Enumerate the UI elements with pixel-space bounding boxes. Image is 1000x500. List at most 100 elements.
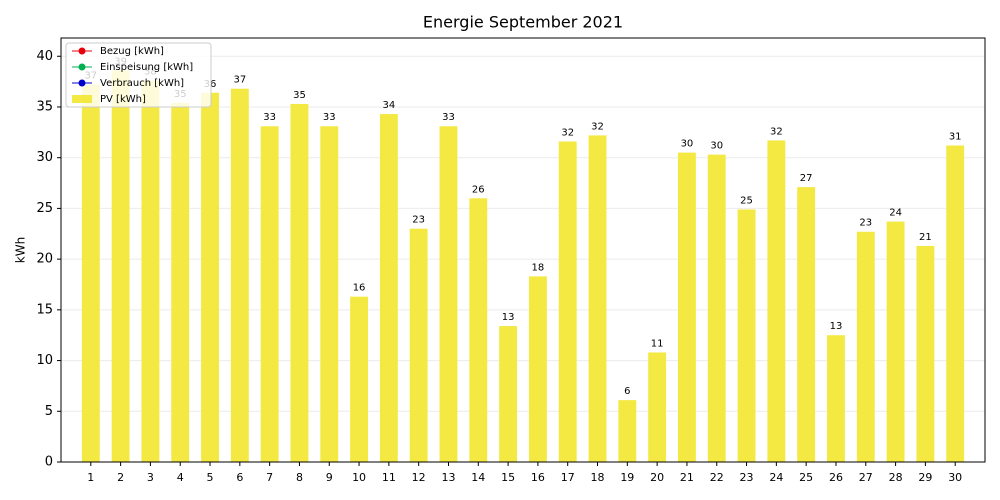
- x-tick-label: 22: [710, 471, 724, 484]
- legend-swatch: [72, 95, 92, 103]
- bar: [707, 154, 726, 463]
- x-tick-label: 4: [177, 471, 184, 484]
- y-tick-label: 10: [36, 353, 53, 368]
- bar: [886, 221, 905, 462]
- bar: [827, 335, 845, 462]
- x-tick-label: 15: [501, 471, 515, 484]
- bar: [648, 352, 667, 462]
- x-tick-label: 30: [948, 471, 962, 484]
- x-tick-label: 25: [799, 471, 813, 484]
- legend-label: Bezug [kWh]: [100, 46, 164, 57]
- data-label: 37: [233, 75, 246, 86]
- data-label: 6: [624, 386, 630, 397]
- y-tick-label: 0: [45, 455, 53, 470]
- y-tick-label: 40: [36, 49, 53, 64]
- data-label: 27: [800, 173, 813, 184]
- y-tick-label: 30: [36, 150, 53, 165]
- legend-marker: [78, 47, 86, 55]
- bar: [469, 198, 488, 462]
- bar: [141, 80, 160, 462]
- y-tick-label: 15: [36, 302, 53, 317]
- bar: [916, 245, 935, 462]
- bar: [528, 276, 547, 462]
- data-label: 11: [651, 338, 664, 349]
- data-label: 24: [889, 208, 902, 219]
- legend-marker: [78, 79, 86, 87]
- x-tick-label: 6: [236, 471, 243, 484]
- bar: [856, 231, 875, 462]
- bar: [201, 92, 219, 462]
- bar: [260, 126, 279, 462]
- x-tick-label: 23: [740, 471, 754, 484]
- x-tick-label: 7: [266, 471, 273, 484]
- bar: [230, 88, 249, 462]
- chart-title: Energie September 2021: [423, 13, 623, 32]
- x-tick-label: 3: [147, 471, 154, 484]
- bar: [290, 103, 309, 462]
- data-label: 35: [293, 90, 306, 101]
- bar: [111, 70, 130, 463]
- bar: [171, 102, 190, 462]
- legend-marker: [78, 63, 86, 71]
- x-tick-label: 24: [769, 471, 783, 484]
- data-label: 33: [263, 112, 276, 123]
- data-label: 34: [383, 100, 396, 111]
- x-tick-label: 27: [859, 471, 873, 484]
- x-tick-label: 29: [918, 471, 932, 484]
- bar: [677, 152, 696, 462]
- data-label: 33: [442, 112, 455, 123]
- bar: [558, 141, 577, 462]
- x-tick-label: 17: [561, 471, 575, 484]
- x-tick-label: 18: [591, 471, 605, 484]
- data-label: 33: [323, 112, 336, 123]
- data-label: 32: [770, 126, 783, 137]
- x-tick-label: 1: [87, 471, 94, 484]
- bar: [439, 126, 458, 462]
- data-label: 30: [681, 139, 694, 150]
- y-tick-label: 20: [36, 252, 53, 267]
- x-tick-label: 13: [441, 471, 455, 484]
- data-label: 13: [502, 312, 515, 323]
- data-label: 32: [561, 127, 574, 138]
- data-label: 32: [591, 121, 604, 132]
- legend-box: [65, 42, 212, 108]
- data-label: 23: [412, 215, 425, 226]
- x-tick-label: 10: [352, 471, 366, 484]
- y-axis-label: kWh: [14, 237, 28, 263]
- x-tick-label: 9: [326, 471, 333, 484]
- data-label: 13: [830, 321, 843, 332]
- bar: [737, 209, 756, 462]
- legend-label: Einspeisung [kWh]: [100, 62, 193, 73]
- y-tick-label: 35: [36, 99, 53, 114]
- legend-label: Verbrauch [kWh]: [100, 78, 184, 89]
- bar: [797, 187, 816, 462]
- data-label: 16: [353, 283, 366, 294]
- data-label: 26: [472, 184, 485, 195]
- data-label: 31: [949, 132, 962, 143]
- data-label: 23: [859, 218, 872, 229]
- bar: [767, 140, 786, 462]
- bar: [409, 228, 428, 462]
- plot-frame: [60, 37, 986, 463]
- data-label: 21: [919, 232, 932, 243]
- bar: [946, 145, 965, 462]
- bar: [320, 126, 339, 462]
- x-tick-label: 16: [531, 471, 545, 484]
- x-tick-label: 21: [680, 471, 694, 484]
- x-tick-label: 2: [117, 471, 124, 484]
- x-tick-label: 26: [829, 471, 843, 484]
- bar: [618, 400, 637, 462]
- data-label: 25: [740, 195, 753, 206]
- x-tick-label: 5: [207, 471, 214, 484]
- bar: [588, 135, 607, 462]
- bar: [81, 84, 100, 463]
- x-tick-label: 14: [471, 471, 485, 484]
- x-tick-label: 8: [296, 471, 303, 484]
- data-label: 18: [532, 262, 545, 273]
- bar: [379, 114, 398, 463]
- x-tick-label: 11: [382, 471, 396, 484]
- data-label: 30: [710, 141, 723, 152]
- y-tick-label: 25: [36, 201, 53, 216]
- x-tick-label: 28: [889, 471, 903, 484]
